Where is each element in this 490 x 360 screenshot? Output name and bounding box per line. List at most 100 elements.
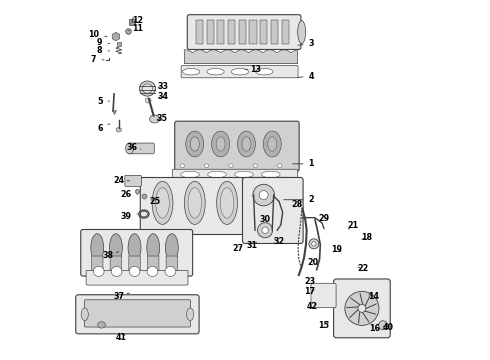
Text: 8: 8 [97, 46, 110, 55]
Ellipse shape [231, 68, 248, 75]
Text: 35: 35 [156, 114, 167, 123]
Text: 38: 38 [102, 251, 119, 260]
Text: 17: 17 [304, 287, 315, 296]
Text: 31: 31 [246, 241, 258, 250]
Ellipse shape [238, 131, 255, 157]
Ellipse shape [309, 239, 319, 249]
Text: 42: 42 [307, 302, 318, 311]
Text: 23: 23 [304, 276, 315, 285]
Ellipse shape [166, 234, 178, 262]
Ellipse shape [139, 81, 155, 96]
FancyBboxPatch shape [175, 121, 299, 171]
Ellipse shape [186, 131, 204, 157]
Text: 7: 7 [91, 55, 104, 64]
Text: 9: 9 [97, 38, 110, 47]
Text: 11: 11 [128, 24, 143, 33]
Ellipse shape [268, 137, 277, 151]
FancyBboxPatch shape [76, 295, 199, 334]
FancyBboxPatch shape [92, 256, 103, 271]
Text: 24: 24 [113, 176, 129, 185]
FancyBboxPatch shape [187, 15, 301, 49]
FancyBboxPatch shape [181, 66, 298, 78]
Ellipse shape [184, 181, 205, 224]
Ellipse shape [111, 266, 122, 276]
Ellipse shape [207, 68, 224, 75]
Ellipse shape [259, 190, 268, 199]
Text: 2: 2 [284, 195, 314, 204]
Text: 22: 22 [357, 264, 368, 273]
Bar [260, 20, 268, 44]
Ellipse shape [146, 98, 151, 103]
Ellipse shape [208, 171, 226, 178]
FancyBboxPatch shape [172, 169, 298, 180]
Ellipse shape [129, 266, 140, 276]
FancyBboxPatch shape [311, 283, 336, 308]
Text: 4: 4 [298, 72, 314, 81]
Text: 16: 16 [369, 324, 380, 333]
FancyBboxPatch shape [128, 143, 154, 154]
Ellipse shape [379, 321, 388, 330]
Text: 19: 19 [331, 246, 342, 255]
Bar [282, 20, 289, 44]
Ellipse shape [143, 84, 152, 93]
Ellipse shape [165, 266, 176, 276]
Ellipse shape [212, 131, 230, 157]
Ellipse shape [220, 188, 234, 218]
FancyBboxPatch shape [86, 270, 188, 285]
Text: 30: 30 [259, 215, 270, 224]
Text: 41: 41 [116, 333, 127, 342]
Text: 29: 29 [318, 214, 329, 223]
Ellipse shape [262, 227, 269, 233]
Bar [217, 20, 224, 44]
Ellipse shape [93, 266, 104, 276]
Text: 25: 25 [150, 197, 161, 206]
Text: 20: 20 [308, 258, 319, 267]
Text: 40: 40 [383, 323, 394, 332]
FancyBboxPatch shape [243, 177, 303, 243]
Text: 10: 10 [88, 30, 107, 39]
Ellipse shape [152, 181, 173, 224]
Ellipse shape [128, 234, 141, 262]
FancyBboxPatch shape [110, 256, 122, 271]
Ellipse shape [256, 68, 273, 75]
Ellipse shape [229, 164, 233, 167]
Bar [239, 20, 246, 44]
Text: 5: 5 [97, 96, 110, 105]
Ellipse shape [217, 181, 238, 224]
Ellipse shape [263, 131, 281, 157]
Text: 39: 39 [121, 212, 137, 221]
Ellipse shape [278, 164, 282, 167]
Ellipse shape [147, 266, 158, 276]
Text: 26: 26 [121, 190, 137, 199]
Text: 12: 12 [132, 16, 143, 25]
Ellipse shape [204, 164, 209, 167]
Ellipse shape [147, 234, 160, 262]
Ellipse shape [298, 21, 306, 44]
Ellipse shape [253, 164, 258, 167]
Ellipse shape [187, 308, 194, 320]
Ellipse shape [116, 128, 122, 132]
Ellipse shape [181, 171, 199, 178]
Ellipse shape [252, 188, 266, 218]
Ellipse shape [262, 171, 280, 178]
Ellipse shape [156, 188, 170, 218]
Ellipse shape [242, 137, 251, 151]
Ellipse shape [183, 68, 200, 75]
Text: 36: 36 [126, 143, 141, 152]
Bar [228, 20, 235, 44]
Bar [249, 20, 257, 44]
Text: 13: 13 [245, 65, 261, 74]
FancyBboxPatch shape [125, 175, 141, 186]
Ellipse shape [358, 305, 366, 312]
Text: 18: 18 [361, 233, 372, 242]
FancyBboxPatch shape [129, 256, 140, 271]
Bar [207, 20, 214, 44]
Ellipse shape [312, 242, 316, 246]
Ellipse shape [190, 137, 199, 151]
Text: 15: 15 [318, 321, 329, 330]
Ellipse shape [125, 143, 133, 154]
FancyBboxPatch shape [334, 279, 390, 338]
Text: 1: 1 [293, 159, 314, 168]
FancyBboxPatch shape [140, 177, 294, 234]
Text: 33: 33 [158, 82, 169, 91]
